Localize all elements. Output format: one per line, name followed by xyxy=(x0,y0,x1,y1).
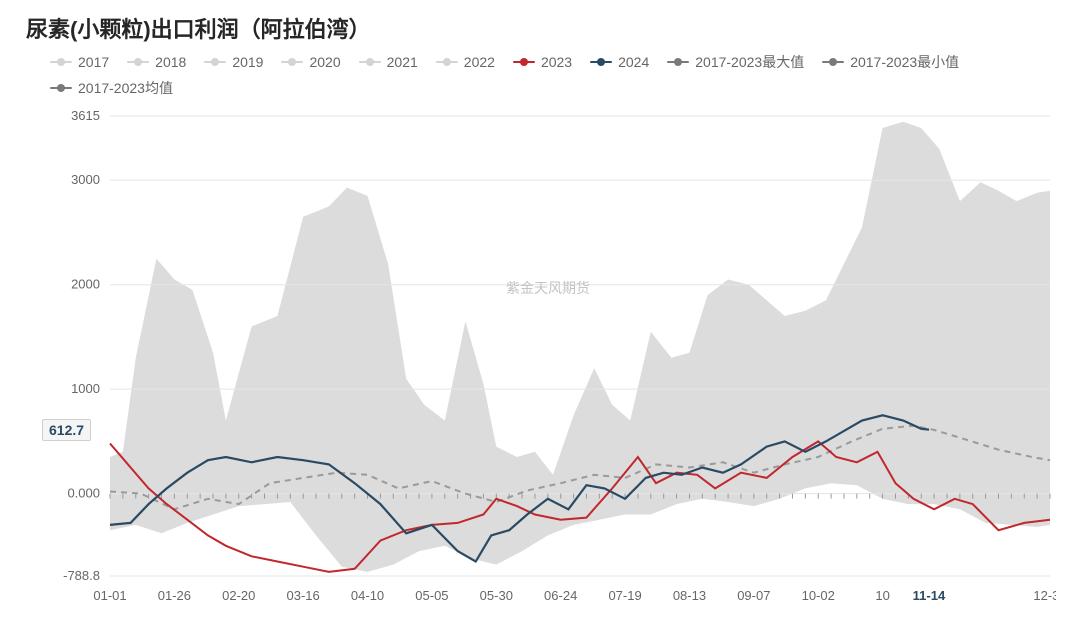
svg-text:0.000: 0.000 xyxy=(67,486,100,501)
svg-text:3615: 3615 xyxy=(71,108,100,123)
legend-label: 2022 xyxy=(464,54,495,70)
legend-marker xyxy=(822,61,844,63)
legend-item[interactable]: 2018 xyxy=(127,54,186,70)
legend-label: 2024 xyxy=(618,54,649,70)
legend-item[interactable]: 2017-2023最小值 xyxy=(822,52,959,72)
legend-marker xyxy=(590,61,612,63)
svg-text:07-19: 07-19 xyxy=(608,588,641,603)
legend-marker xyxy=(667,61,689,63)
legend-label: 2017-2023最大值 xyxy=(695,52,804,72)
legend-label: 2017-2023最小值 xyxy=(850,52,959,72)
legend-item[interactable]: 2019 xyxy=(204,54,263,70)
legend-marker xyxy=(50,61,72,63)
legend-marker xyxy=(359,61,381,63)
svg-text:05-05: 05-05 xyxy=(415,588,448,603)
svg-text:12-31: 12-31 xyxy=(1033,588,1056,603)
legend-item[interactable]: 2022 xyxy=(436,54,495,70)
legend-marker xyxy=(281,61,303,63)
chart-svg: -788.8 0.000 1000 2000 3000 3615 01-01 01-26 02-… xyxy=(26,106,1056,616)
svg-text:2000: 2000 xyxy=(71,277,100,292)
chart-container: { "title":"尿素(小颗粒)出口利润（阿拉伯湾）", "watermar… xyxy=(0,0,1080,630)
legend: 2017 2018 2019 2020 2021 2022 2023 2024 2017-202… xyxy=(50,52,1060,104)
legend-item[interactable]: 2020 xyxy=(281,54,340,70)
legend-label: 2017-2023均值 xyxy=(78,78,173,98)
svg-text:06-24: 06-24 xyxy=(544,588,577,603)
svg-text:11-14: 11-14 xyxy=(913,588,946,603)
legend-item[interactable]: 2023 xyxy=(513,54,572,70)
svg-text:03-16: 03-16 xyxy=(287,588,320,603)
legend-label: 2019 xyxy=(232,54,263,70)
legend-label: 2023 xyxy=(541,54,572,70)
legend-item[interactable]: 2024 xyxy=(590,54,649,70)
legend-marker xyxy=(436,61,458,63)
legend-marker xyxy=(50,87,72,89)
svg-text:02-20: 02-20 xyxy=(222,588,255,603)
svg-text:04-10: 04-10 xyxy=(351,588,384,603)
svg-text:-788.8: -788.8 xyxy=(63,568,100,583)
legend-marker xyxy=(513,61,535,63)
chart-area: 紫金天风期货 612.7 -788.80.0001000200030003615… xyxy=(26,106,1056,616)
svg-text:10: 10 xyxy=(875,588,889,603)
range-band xyxy=(110,122,1050,572)
legend-label: 2018 xyxy=(155,54,186,70)
legend-marker xyxy=(127,61,149,63)
x-axis: 01-01 01-26 02-20 03-16 04-10 05-05 05-30 06-24… xyxy=(93,588,1056,603)
svg-text:01-01: 01-01 xyxy=(93,588,126,603)
svg-text:1000: 1000 xyxy=(71,381,100,396)
chart-title: 尿素(小颗粒)出口利润（阿拉伯湾） xyxy=(26,12,1060,44)
svg-text:3000: 3000 xyxy=(71,172,100,187)
value-callout-badge: 612.7 xyxy=(42,419,91,441)
legend-item[interactable]: 2021 xyxy=(359,54,418,70)
legend-label: 2020 xyxy=(309,54,340,70)
legend-item[interactable]: 2017 xyxy=(50,54,109,70)
legend-item[interactable]: 2017-2023均值 xyxy=(50,78,173,98)
legend-label: 2021 xyxy=(387,54,418,70)
legend-label: 2017 xyxy=(78,54,109,70)
y-axis: -788.8 0.000 1000 2000 3000 3615 xyxy=(63,108,100,583)
legend-marker xyxy=(204,61,226,63)
svg-text:01-26: 01-26 xyxy=(158,588,191,603)
legend-item[interactable]: 2017-2023最大值 xyxy=(667,52,804,72)
svg-text:10-02: 10-02 xyxy=(802,588,835,603)
svg-text:09-07: 09-07 xyxy=(737,588,770,603)
svg-text:08-13: 08-13 xyxy=(673,588,706,603)
svg-text:05-30: 05-30 xyxy=(480,588,513,603)
